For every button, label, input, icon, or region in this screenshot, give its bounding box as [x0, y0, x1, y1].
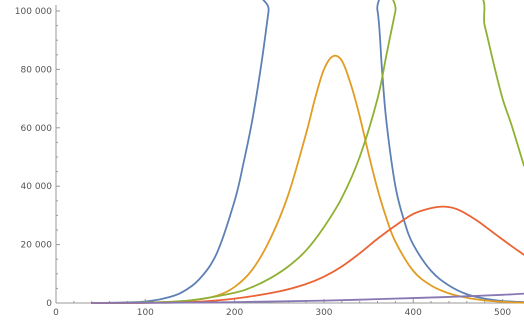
- x-tick-label: 500: [494, 308, 511, 318]
- y-tick-label: 80 000: [21, 65, 53, 75]
- x-tick-label: 100: [137, 308, 154, 318]
- tick-labels: 0 100 200 300 400 500 0 20 000 40 000 60 000 80 00…: [15, 7, 512, 318]
- y-tick-label: 0: [46, 299, 52, 309]
- y-tick-label: 100 000: [15, 7, 52, 17]
- series-line-5: [90, 292, 524, 304]
- axes: [55, 5, 524, 304]
- series-line-1: [90, 0, 524, 304]
- series-line-4: [90, 205, 524, 304]
- y-tick-label: 40 000: [21, 182, 53, 192]
- x-tick-label: 300: [315, 308, 332, 318]
- series-line-3: [90, 0, 524, 304]
- y-tick-label: 20 000: [21, 241, 53, 251]
- x-tick-label: 200: [226, 308, 243, 318]
- x-tick-label: 0: [53, 308, 59, 318]
- x-tick-label: 400: [405, 308, 422, 318]
- y-tick-label: 60 000: [21, 124, 53, 134]
- series-line-2: [90, 54, 524, 304]
- series-layer: [90, 0, 524, 304]
